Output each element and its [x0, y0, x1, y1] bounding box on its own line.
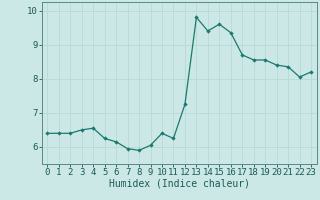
X-axis label: Humidex (Indice chaleur): Humidex (Indice chaleur) [109, 179, 250, 189]
